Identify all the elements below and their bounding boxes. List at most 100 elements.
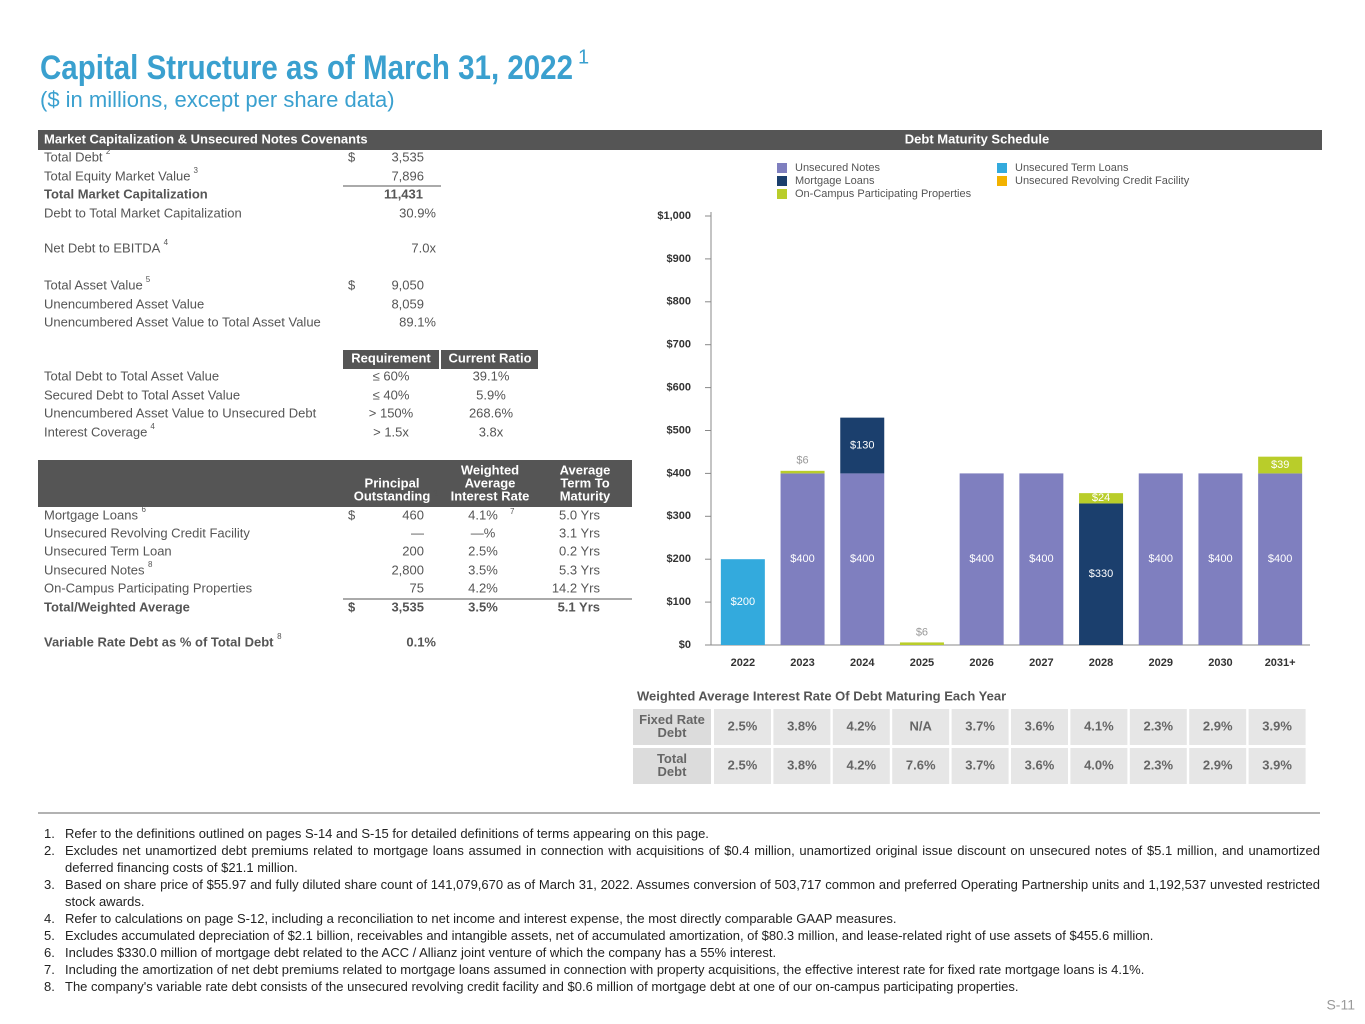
term: 5.3 Yrs: [559, 562, 600, 577]
footnote-num: 2.: [44, 843, 55, 858]
debt-header-bar: [38, 460, 632, 507]
value-label: $24: [1092, 492, 1110, 504]
footnote-text: Based on share price of $55.97 and fully…: [65, 877, 1320, 909]
x-tick-label: 2026: [969, 657, 993, 669]
rate-cell: 2.3%: [1143, 718, 1173, 733]
y-tick-label: $300: [667, 510, 691, 522]
row-header: Fixed Rate: [639, 712, 705, 727]
footnote-ref: 8: [148, 560, 153, 569]
value-label: $400: [1208, 553, 1232, 565]
table-cell: [892, 709, 950, 745]
bar-segment: [899, 642, 944, 645]
table-cell: [1248, 709, 1306, 745]
rate-cell: 3.7%: [965, 718, 995, 733]
bar-segment: [1079, 493, 1124, 504]
value-label: $400: [790, 553, 814, 565]
bar-segment: [1198, 473, 1243, 645]
footnote: 8. The company's variable rate debt consi…: [44, 978, 1320, 995]
requirement: ≤ 40%: [373, 387, 410, 402]
value-label: $200: [731, 596, 755, 608]
footnote-num: 7.: [44, 962, 55, 977]
rate-cell: 2.9%: [1203, 718, 1233, 733]
term: 14.2 Yrs: [552, 580, 601, 595]
value-label: $39: [1271, 459, 1289, 471]
principal: —: [411, 525, 424, 540]
footnote-text: Including the amortization of net debt p…: [65, 962, 1145, 977]
row-label: Unsecured Term Loan: [44, 543, 172, 558]
value-label: $130: [850, 439, 874, 451]
section-heading: Debt Maturity Schedule: [905, 131, 1049, 146]
row-value: 9,050: [391, 277, 424, 292]
footnotes: 1. Refer to the definitions outlined on p…: [44, 825, 1320, 995]
y-tick-label: $100: [667, 596, 691, 608]
currency: $: [348, 507, 356, 522]
bar-segment: [780, 470, 825, 474]
footnote-num: 1.: [44, 826, 55, 841]
x-tick-label: 2030: [1208, 657, 1232, 669]
bar-segment: [1079, 503, 1124, 645]
column-header: Term To: [560, 475, 609, 490]
table-cell: [1129, 748, 1187, 784]
bar-segment: [840, 473, 885, 645]
row-header: Debt: [658, 725, 688, 740]
requirement: > 150%: [369, 405, 414, 420]
x-tick-label: 2025: [910, 657, 934, 669]
value-label: $400: [1149, 553, 1173, 565]
x-tick-label: 2022: [731, 657, 755, 669]
footnote-text: The company's variable rate debt consist…: [65, 979, 1019, 994]
y-tick-label: $800: [667, 296, 691, 308]
table-cell: [1011, 709, 1068, 745]
footnote-ref: 4: [150, 422, 155, 431]
row-value: 11,431: [384, 186, 423, 201]
y-tick-label: $1,000: [657, 210, 691, 222]
interest-rate: 2.5%: [468, 543, 498, 558]
table-cell: [773, 748, 831, 784]
row-label: Total Equity Market Value: [44, 168, 190, 183]
term: 5.1 Yrs: [558, 599, 600, 614]
legend-label: Unsecured Revolving Credit Facility: [1015, 175, 1190, 187]
table-title: Weighted Average Interest Rate Of Debt M…: [637, 688, 1006, 703]
legend-label: Mortgage Loans: [795, 175, 875, 187]
rate-cell: 3.9%: [1262, 757, 1292, 772]
x-tick-label: 2024: [850, 657, 875, 669]
x-tick-label: 2031+: [1265, 657, 1296, 669]
table-cell: [1129, 709, 1187, 745]
column-header: Current Ratio: [448, 350, 531, 365]
rate-cell: N/A: [910, 718, 933, 733]
legend-label: On-Campus Participating Properties: [795, 188, 972, 200]
table-cell: [1070, 748, 1128, 784]
x-tick-label: 2028: [1089, 657, 1113, 669]
rate-cell: 3.6%: [1025, 718, 1055, 733]
rate-cell: 4.2%: [846, 718, 876, 733]
bar-segment: [840, 417, 885, 474]
table-cell: [714, 709, 771, 745]
row-value: 89.1%: [399, 314, 436, 329]
ratio: 3.8x: [479, 424, 504, 439]
row-label: Total/Weighted Average: [44, 599, 190, 614]
rate-cell: 4.0%: [1084, 757, 1114, 772]
bar-segment: [780, 473, 825, 645]
row-header-cell: [633, 709, 711, 745]
requirement: ≤ 60%: [373, 368, 410, 383]
footnote-num: 6.: [44, 945, 55, 960]
table-cell: [951, 709, 1009, 745]
x-tick-label: 2029: [1149, 657, 1173, 669]
table-cell: [773, 709, 831, 745]
row-value: 7.0x: [411, 240, 436, 255]
column-header: Maturity: [560, 488, 611, 503]
value-label: $6: [796, 455, 808, 467]
footnote-ref: 7: [510, 507, 515, 516]
column-header: Requirement: [351, 350, 431, 365]
y-tick-label: $500: [667, 424, 691, 436]
ratio: 5.9%: [476, 387, 506, 402]
section-header-bar: [38, 130, 1322, 150]
principal: 460: [402, 507, 424, 522]
legend-swatch: [777, 189, 787, 199]
rate-cell: 2.5%: [728, 757, 758, 772]
footnote-text: Excludes net unamortized debt premiums r…: [65, 843, 1320, 875]
table-cell: [1070, 709, 1128, 745]
rate-cell: 3.7%: [965, 757, 995, 772]
table-cell: [714, 748, 771, 784]
